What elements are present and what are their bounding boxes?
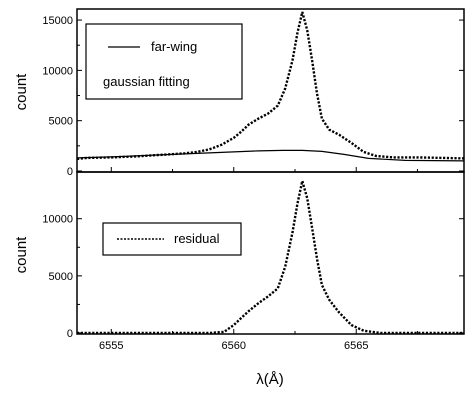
- bottom-panel-frame: [76, 171, 465, 335]
- legend-residual-label: residual: [174, 231, 220, 246]
- top-ytick-label: 5000: [49, 116, 73, 128]
- bottom-legend-box: [102, 222, 242, 256]
- top-y-axis-title: count: [13, 73, 30, 111]
- bottom-ytick-label: 0: [67, 328, 73, 340]
- x-axis-title: λ(Å): [256, 371, 284, 388]
- bottom-ytick-label: 10000: [42, 214, 73, 226]
- top-legend-box: [85, 23, 243, 100]
- bottom-y-axis-title: count: [13, 236, 30, 274]
- top-ytick-label: 10000: [42, 65, 73, 77]
- chart-marks: 0 5000 10000 15000 0 5000 10000 6555 6560 6565: [42, 11, 465, 352]
- top-ytick-label: 0: [67, 166, 73, 178]
- bottom-series-residual-line: [77, 180, 464, 335]
- legend-gaussian-label: gaussian fitting: [103, 74, 190, 89]
- top-series-far-wing-line: [76, 149, 465, 162]
- bottom-ytick-label: 5000: [49, 271, 73, 283]
- xtick-label: 6560: [222, 340, 246, 352]
- xtick-label: 6555: [99, 340, 123, 352]
- top-series-observed-line: [76, 11, 465, 161]
- top-ytick-label: 15000: [42, 15, 73, 27]
- xtick-label: 6565: [344, 340, 368, 352]
- legend-far-wing-label: far-wing: [151, 39, 197, 54]
